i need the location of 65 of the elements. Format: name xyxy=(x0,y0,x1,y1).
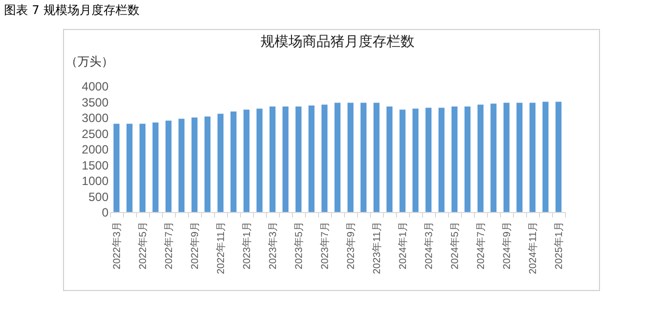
bar xyxy=(256,108,262,212)
bar xyxy=(412,108,418,212)
x-tick-label: 2023年5月 xyxy=(293,222,305,270)
bar xyxy=(270,106,276,212)
chart-title: 规模场商品猪月度存栏数 xyxy=(260,34,414,50)
bar xyxy=(464,106,470,212)
bar xyxy=(426,108,432,212)
y-tick-label: 2000 xyxy=(82,142,109,156)
x-tick-label: 2022年7月 xyxy=(163,222,175,270)
x-tick-label: 2022年5月 xyxy=(137,222,149,270)
y-tick-label: 3000 xyxy=(82,111,109,125)
y-tick-label: 1500 xyxy=(82,158,109,172)
bar xyxy=(504,102,510,212)
bar xyxy=(400,110,406,212)
bar xyxy=(114,124,120,212)
bar xyxy=(178,118,184,212)
bar xyxy=(140,124,146,212)
x-tick-label: 2024年7月 xyxy=(475,222,487,270)
bar xyxy=(334,102,340,212)
y-tick-label: 4000 xyxy=(82,80,109,94)
x-tick-label: 2022年3月 xyxy=(111,222,123,270)
y-tick-label: 3500 xyxy=(82,95,109,110)
bar xyxy=(478,104,484,212)
bar xyxy=(490,104,496,212)
y-tick-label: 1000 xyxy=(82,174,109,188)
x-tick-label: 2022年9月 xyxy=(189,222,201,270)
bar xyxy=(126,124,132,212)
bar xyxy=(386,106,392,212)
x-tick-label: 2023年11月 xyxy=(371,222,383,274)
bar xyxy=(218,114,224,212)
bar xyxy=(322,104,328,212)
x-tick-label: 2024年3月 xyxy=(423,222,435,270)
x-tick-label: 2022年11月 xyxy=(215,222,227,274)
bar xyxy=(438,108,444,212)
y-tick-label: 2500 xyxy=(82,126,109,141)
y-tick-label: 500 xyxy=(88,190,109,204)
bar xyxy=(192,118,198,212)
bar xyxy=(452,106,458,212)
y-tick-label: 0 xyxy=(102,206,109,220)
x-tick-label: 2025年1月 xyxy=(553,222,565,270)
bar xyxy=(308,106,314,212)
bar xyxy=(374,102,380,212)
text: 图表 7 规模场月度存栏数 xyxy=(4,2,140,19)
x-tick-label: 2024年5月 xyxy=(449,222,461,270)
x-tick-label: 2023年3月 xyxy=(267,222,279,270)
bar xyxy=(282,106,288,212)
x-tick-label: 2023年7月 xyxy=(319,222,331,270)
bar xyxy=(166,120,172,212)
bar xyxy=(516,102,522,212)
bar xyxy=(244,110,250,212)
x-tick-label: 2023年1月 xyxy=(241,222,253,270)
x-tick-label: 2024年1月 xyxy=(397,222,409,270)
bar xyxy=(204,116,210,212)
x-tick-label: 2024年11月 xyxy=(527,222,539,274)
x-tick-label: 2023年9月 xyxy=(345,222,357,270)
y-axis-title: （万头） xyxy=(66,54,114,68)
bar xyxy=(556,102,562,212)
bar xyxy=(348,102,354,212)
bar xyxy=(542,102,548,212)
bar xyxy=(296,106,302,212)
bar xyxy=(230,112,236,212)
bar xyxy=(360,102,366,212)
bar xyxy=(530,102,536,212)
x-tick-label: 2024年9月 xyxy=(501,222,513,270)
bar xyxy=(152,122,158,212)
